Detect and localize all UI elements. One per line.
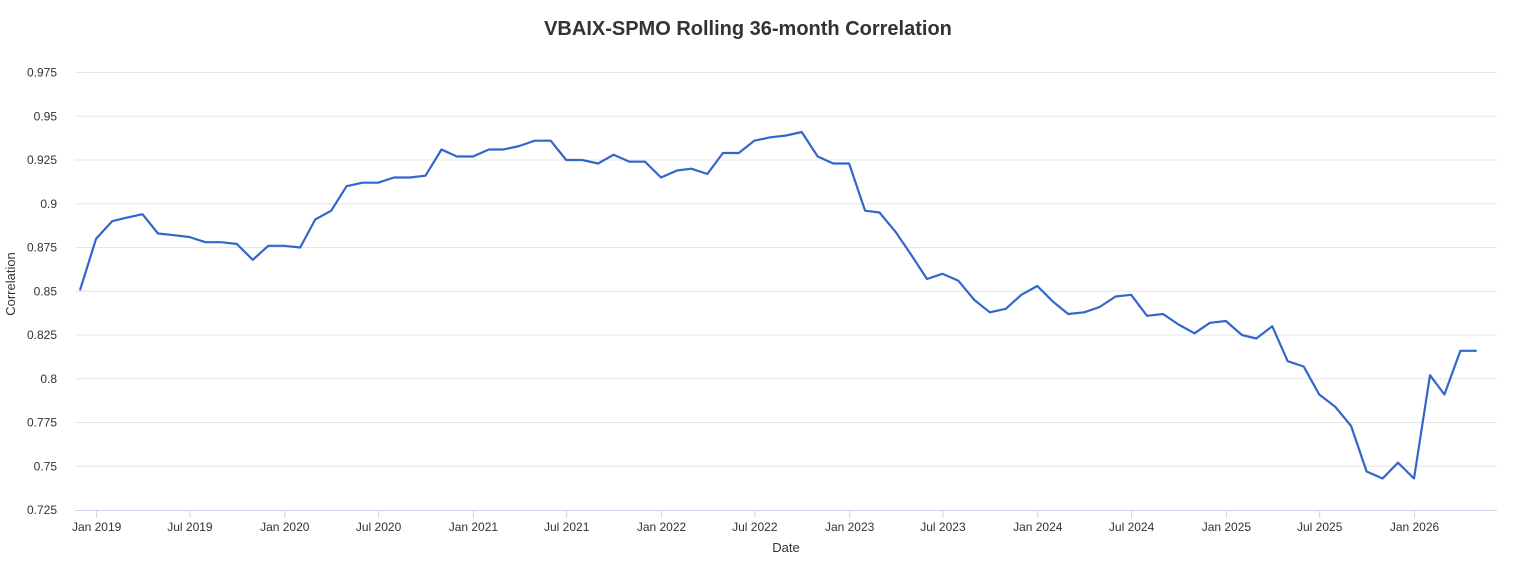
y-tick-label: 0.95 bbox=[34, 109, 58, 123]
y-tick-label: 0.8 bbox=[40, 372, 57, 386]
series-group bbox=[79, 130, 1478, 480]
x-tick-label: Jan 2023 bbox=[825, 520, 875, 534]
y-gridlines bbox=[75, 72, 1497, 467]
y-tick-label: 0.75 bbox=[34, 459, 58, 473]
chart-title: VBAIX-SPMO Rolling 36-month Correlation bbox=[544, 18, 952, 40]
y-tick-label: 0.975 bbox=[27, 66, 57, 80]
y-axis-ticks: 0.725 0.75 0.775 0.8 0.825 0.85 0.875 0.9 0.925 0… bbox=[27, 66, 57, 518]
x-tick-label: Jul 2019 bbox=[167, 520, 213, 534]
y-tick-label: 0.925 bbox=[27, 153, 57, 167]
x-tick-label: Jul 2025 bbox=[1297, 520, 1343, 534]
y-tick-label: 0.825 bbox=[27, 328, 57, 342]
y-tick-label: 0.725 bbox=[27, 503, 57, 517]
x-tick-label: Jul 2021 bbox=[544, 520, 590, 534]
y-axis-title: Correlation bbox=[3, 252, 18, 316]
y-tick-label: 0.9 bbox=[40, 197, 57, 211]
x-tick-label: Jan 2025 bbox=[1202, 520, 1252, 534]
x-tick-label: Jan 2024 bbox=[1013, 520, 1063, 534]
x-tick-label: Jul 2023 bbox=[920, 520, 966, 534]
x-axis-ticks: Jan 2019 Jul 2019 Jan 2020 Jul 2020 Jan 2021… bbox=[72, 510, 1440, 534]
x-tick-label: Jan 2022 bbox=[637, 520, 687, 534]
x-tick-label: Jan 2026 bbox=[1390, 520, 1440, 534]
x-tick-label: Jan 2019 bbox=[72, 520, 122, 534]
x-axis-title: Date bbox=[772, 540, 799, 555]
series-line bbox=[79, 130, 1478, 480]
x-tick-label: Jul 2022 bbox=[732, 520, 778, 534]
y-tick-label: 0.875 bbox=[27, 241, 57, 255]
x-tick-label: Jul 2024 bbox=[1109, 520, 1155, 534]
x-tick-label: Jul 2020 bbox=[356, 520, 402, 534]
x-tick-label: Jan 2021 bbox=[449, 520, 499, 534]
x-tick-label: Jan 2020 bbox=[260, 520, 310, 534]
y-tick-label: 0.85 bbox=[34, 284, 58, 298]
y-tick-label: 0.775 bbox=[27, 416, 57, 430]
